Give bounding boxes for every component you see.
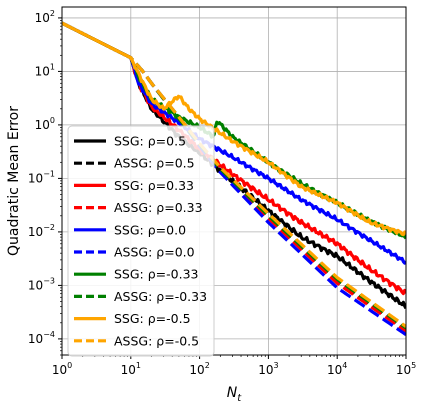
y-tick-label: 100 (35, 116, 55, 132)
ticks: 100 101 102 103 104 105 10−4 10−3 10−2 10−1 100 101… (28, 9, 416, 377)
x-tick-label: 103 (258, 361, 278, 377)
legend-label: ASSG: ρ=0.0 (114, 245, 195, 260)
x-tick-label: 102 (189, 361, 209, 377)
series-line-assg-rho-0.0 (62, 21, 406, 336)
legend-label: SSG: ρ=0.5 (114, 134, 186, 149)
series-line-assg-rho--0.5 (62, 21, 406, 328)
series-line-ssg-rho--0.5 (62, 21, 406, 237)
legend-label: SSG: ρ=-0.33 (114, 267, 199, 282)
legend-label: ASSG: ρ=-0.5 (114, 333, 199, 348)
legend-label: SSG: ρ=0.33 (114, 178, 194, 193)
legend-label: ASSG: ρ=0.5 (114, 156, 195, 171)
y-tick-label: 102 (35, 9, 55, 25)
legend-label: ASSG: ρ=-0.33 (114, 289, 207, 304)
y-axis-label: Quadratic Mean Error (6, 106, 22, 256)
y-tick-label: 10−3 (28, 276, 55, 292)
legend-box (67, 125, 215, 357)
y-tick-label: 10−4 (28, 330, 55, 346)
x-tick-label: 105 (396, 361, 416, 377)
x-tick-label: 104 (327, 361, 347, 377)
y-tick-label: 101 (35, 62, 55, 78)
legend-label: ASSG: ρ=0.33 (114, 200, 203, 215)
x-tick-label: 101 (121, 361, 141, 377)
y-tick-label: 10−2 (28, 223, 55, 239)
x-axis-label: Nt (227, 385, 242, 404)
x-tick-label: 100 (52, 361, 72, 377)
legend-label: SSG: ρ=0.0 (114, 222, 186, 237)
legend: SSG: ρ=0.5 ASSG: ρ=0.5 SSG: ρ=0.33 ASSG: ρ=… (67, 125, 215, 357)
y-tick-label: 10−1 (28, 169, 55, 185)
legend-label: SSG: ρ=-0.5 (114, 311, 191, 326)
series-layer (62, 21, 406, 336)
